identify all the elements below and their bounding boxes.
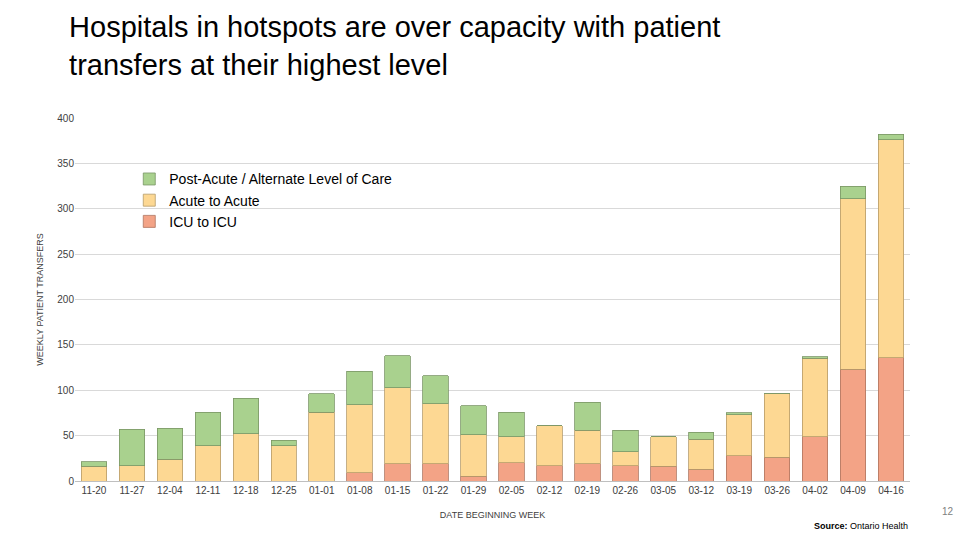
svg-text:01-08: 01-08 [347,485,373,496]
svg-text:Post-Acute / Alternate Level o: Post-Acute / Alternate Level of Care [169,171,392,187]
svg-text:350: 350 [57,158,74,169]
svg-text:Hospitals in hotspots are over: Hospitals in hotspots are over capacity … [69,11,720,81]
svg-text:100: 100 [57,385,74,396]
svg-text:0: 0 [68,476,74,487]
svg-text:400: 400 [57,113,74,124]
svg-text:250: 250 [57,249,74,260]
svg-text:Acute to Acute: Acute to Acute [169,193,259,209]
svg-text:WEEKLY PATIENT TRANSFERS: WEEKLY PATIENT TRANSFERS [35,233,45,366]
svg-text:300: 300 [57,203,74,214]
svg-text:50: 50 [63,430,75,441]
svg-text:12-11: 12-11 [195,485,220,496]
svg-text:02-26: 02-26 [613,485,639,496]
svg-text:01-22: 01-22 [423,485,449,496]
svg-text:01-29: 01-29 [461,485,487,496]
svg-text:12-04: 12-04 [157,485,183,496]
svg-text:150: 150 [57,339,74,350]
svg-text:DATE BEGINNING WEEK: DATE BEGINNING WEEK [440,510,545,520]
svg-text:02-05: 02-05 [499,485,525,496]
svg-text:04-16: 04-16 [878,485,904,496]
svg-text:12-25: 12-25 [271,485,297,496]
svg-text:11-27: 11-27 [120,485,145,496]
svg-text:03-05: 03-05 [651,485,677,496]
svg-text:11-20: 11-20 [82,485,107,496]
svg-text:Source: Ontario Health: Source: Ontario Health [814,521,908,531]
svg-text:12-18: 12-18 [233,485,259,496]
svg-text:01-15: 01-15 [385,485,411,496]
svg-text:12: 12 [942,506,954,517]
svg-text:200: 200 [57,294,74,305]
svg-text:04-09: 04-09 [840,485,866,496]
svg-text:01-01: 01-01 [309,485,335,496]
svg-text:03-19: 03-19 [726,485,752,496]
svg-text:04-02: 04-02 [802,485,828,496]
svg-text:02-19: 02-19 [575,485,601,496]
svg-text:02-12: 02-12 [537,485,563,496]
svg-text:ICU to ICU: ICU to ICU [169,214,237,230]
svg-text:03-26: 03-26 [764,485,790,496]
svg-text:03-12: 03-12 [688,485,714,496]
